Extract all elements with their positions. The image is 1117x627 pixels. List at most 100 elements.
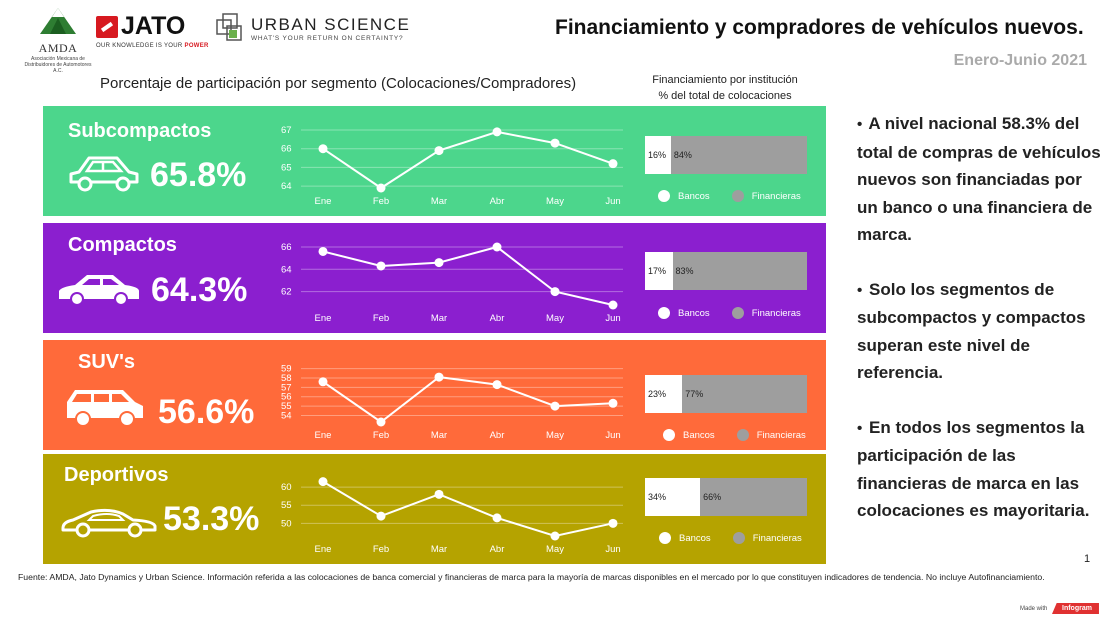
legend-financieras-swatch <box>736 429 749 441</box>
legend-financieras-label: Financieras <box>751 190 801 202</box>
data-point <box>550 287 560 297</box>
amda-subtitle: Asociación Mexicana de Distribuidores de… <box>24 56 92 74</box>
line-chart-subcompactos: 67 66 65 64 Ene Feb Mar Abr May Jun <box>281 125 623 207</box>
jato-wordmark: JATO <box>121 12 186 40</box>
legend-financieras-label: Financieras <box>751 307 801 319</box>
series-line <box>322 245 614 306</box>
legend-bancos-label: Bancos <box>679 532 711 544</box>
segment-share: 56.6% <box>158 393 255 431</box>
mountain-icon <box>40 8 76 34</box>
data-point <box>434 146 444 156</box>
data-point <box>492 513 502 523</box>
data-point <box>434 489 444 499</box>
jato-logo: JATO OUR KNOWLEDGE IS YOUR POWER <box>96 12 209 49</box>
financing-bar: 23% 77% <box>645 375 807 413</box>
x-tick-label: May <box>546 544 564 555</box>
financing-legend: Bancos Financieras <box>658 190 801 202</box>
y-tick-label: 67 <box>281 125 292 136</box>
series-line <box>322 376 614 424</box>
x-tick-label: Feb <box>373 313 389 324</box>
segment-share: 65.8% <box>150 156 247 194</box>
jato-flag-icon <box>96 15 118 38</box>
urban-science-logo: URBAN SCIENCE WHAT'S YOUR RETURN ON CERT… <box>215 12 410 44</box>
y-tick-label: 60 <box>281 482 292 493</box>
x-tick-label: Abr <box>490 544 505 555</box>
data-point <box>318 246 328 256</box>
segment-name: Compactos <box>68 234 177 256</box>
y-tick-label: 64 <box>281 181 292 192</box>
data-point <box>434 372 444 382</box>
data-point <box>550 531 560 541</box>
bar-bancos: 17% <box>645 252 673 290</box>
made-with-label: Made with <box>1020 606 1048 612</box>
financing-bar: 16% 84% <box>645 136 807 174</box>
financing-legend: Bancos Financieras <box>658 307 801 319</box>
data-point <box>608 518 618 528</box>
y-tick-label: 64 <box>281 264 292 275</box>
urban-science-tagline: WHAT'S YOUR RETURN ON CERTAINTY? <box>251 34 404 42</box>
x-tick-label: Jun <box>605 196 620 207</box>
page-number: 1 <box>1084 553 1091 565</box>
infogram-badge[interactable]: Infogram <box>1052 603 1099 614</box>
line-chart-compactos: 66 64 62 Ene Feb Mar Abr May Jun <box>281 242 623 324</box>
panel-deportivos: Deportivos 53.3% 60 55 50 Ene Feb Mar Abr May Ju… <box>43 454 826 564</box>
data-point <box>318 144 328 154</box>
urban-science-wordmark: URBAN SCIENCE <box>251 14 411 34</box>
panel-suvs: SUV's 56.6% 59 58 57 56 55 54 Ene Feb Mar Abr May J… <box>43 340 826 450</box>
source-footnote: Fuente: AMDA, Jato Dynamics y Urban Scie… <box>18 572 1045 582</box>
legend-bancos-swatch <box>658 190 670 202</box>
x-tick-label: Ene <box>315 430 332 441</box>
data-point <box>550 401 560 411</box>
bar-financieras: 66% <box>700 478 807 516</box>
hatchback-car-icon <box>69 156 139 192</box>
y-tick-label: 66 <box>281 144 292 155</box>
y-tick-label: 65 <box>281 162 292 173</box>
legend-financieras-label: Financieras <box>752 532 802 544</box>
x-tick-label: May <box>546 313 564 324</box>
legend-bancos-label: Bancos <box>678 190 710 202</box>
data-point <box>376 183 386 193</box>
data-point <box>318 377 328 387</box>
legend-financieras-swatch <box>731 190 744 202</box>
x-tick-label: Mar <box>431 430 447 441</box>
y-tick-label: 62 <box>281 287 292 298</box>
bar-financieras: 83% <box>672 252 807 290</box>
x-tick-label: Ene <box>315 544 332 555</box>
panel-subcompactos: Subcompactos 65.8% 67 66 65 64 Ene Feb Mar Abr M… <box>43 106 826 216</box>
segment-share: 53.3% <box>163 500 260 538</box>
legend-financieras-swatch <box>731 307 744 319</box>
segment-share: 64.3% <box>151 271 248 309</box>
x-tick-label: May <box>546 430 564 441</box>
data-point <box>608 300 618 310</box>
line-chart-deportivos: 60 55 50 Ene Feb Mar Abr May Jun <box>281 477 623 555</box>
x-tick-label: Jun <box>605 544 620 555</box>
x-tick-label: Abr <box>490 430 505 441</box>
data-point <box>376 511 386 521</box>
x-tick-label: Mar <box>431 196 447 207</box>
data-point <box>550 138 560 148</box>
bar-financieras: 77% <box>682 375 807 413</box>
sedan-car-icon <box>59 275 139 306</box>
note-item: • Solo los segmentos de subcompactos y c… <box>857 279 1086 383</box>
segment-name: SUV's <box>78 351 136 373</box>
x-tick-label: May <box>546 196 564 207</box>
legend-financieras-swatch <box>732 532 745 544</box>
page-title: Financiamiento y compradores de vehículo… <box>555 16 1084 39</box>
amda-wordmark: AMDA <box>38 41 78 55</box>
data-point <box>434 258 444 268</box>
data-point <box>608 159 618 169</box>
legend-bancos-label: Bancos <box>678 307 710 319</box>
y-tick-label: 66 <box>281 242 292 253</box>
segment-name: Deportivos <box>64 464 169 486</box>
note-item: • A nivel nacional 58.3% del total de co… <box>857 114 1101 244</box>
bar-bancos: 34% <box>645 478 701 516</box>
financing-heading: Financiamiento por institución % del tot… <box>652 74 798 102</box>
sports-car-icon <box>61 508 157 538</box>
legend-bancos-swatch <box>663 429 675 441</box>
x-tick-label: Abr <box>490 313 505 324</box>
data-point <box>492 380 502 390</box>
segment-name: Subcompactos <box>68 120 212 142</box>
x-tick-label: Mar <box>431 544 447 555</box>
jato-tagline: OUR KNOWLEDGE IS YOUR POWER <box>96 43 209 49</box>
series-line <box>322 130 614 190</box>
